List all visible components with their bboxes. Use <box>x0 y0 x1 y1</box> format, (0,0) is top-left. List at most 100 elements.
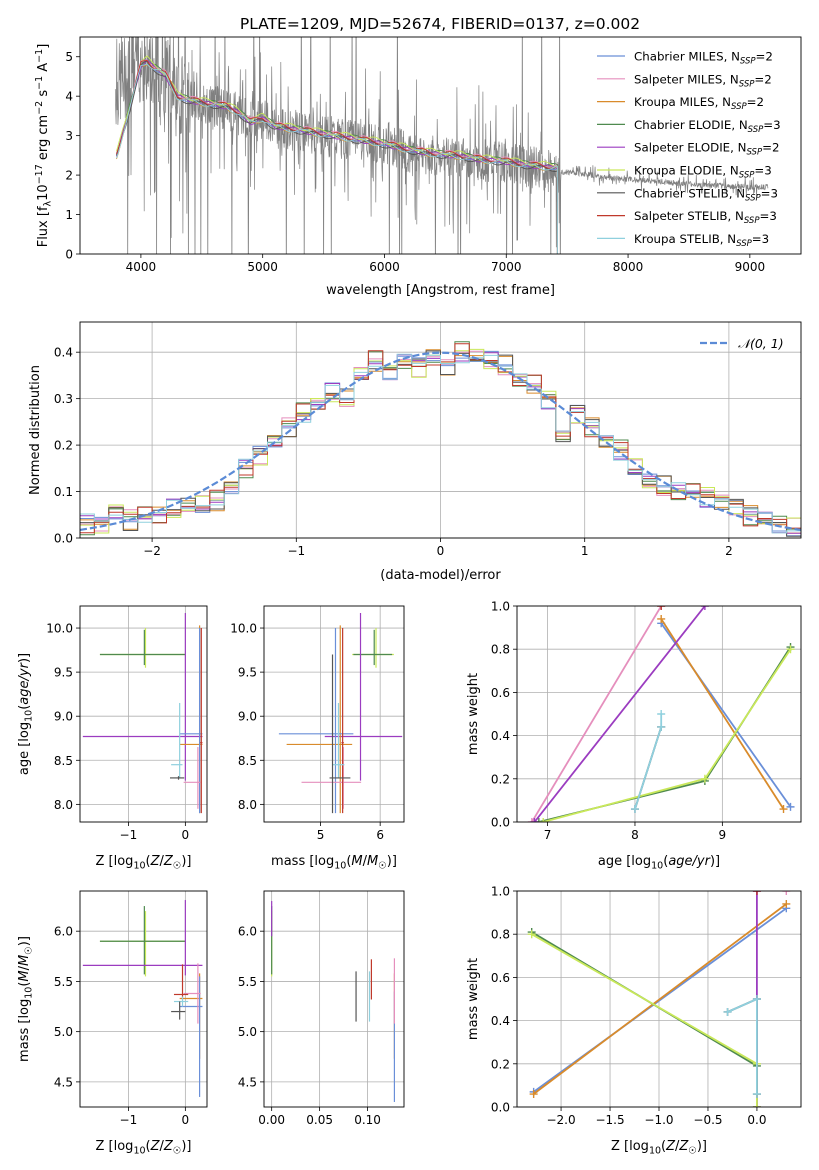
data-point-marker <box>657 710 666 718</box>
data-point-marker <box>657 606 666 610</box>
x-tick-label: 9000 <box>735 260 766 274</box>
y-tick-label: 5 <box>65 50 73 64</box>
x-tick-label: 0 <box>437 544 445 558</box>
y-tick-label: 0.8 <box>491 643 510 657</box>
data-point-marker <box>539 818 548 822</box>
y-tick-label: 0.3 <box>54 392 73 406</box>
data-point-marker <box>657 722 666 731</box>
x-tick-label: 6 <box>376 828 384 842</box>
x-tick-label: 4000 <box>126 260 157 274</box>
data-point-marker <box>782 891 791 895</box>
x-axis-label: mass [log10(M/M☉)] <box>271 854 397 872</box>
y-tick-label: 2 <box>65 169 73 183</box>
x-tick-label: −1 <box>287 544 305 558</box>
y-tick-label: 0.8 <box>491 928 510 942</box>
model-line-salpeter-stelib <box>116 59 558 254</box>
legend-entry: Kroupa ELODIE, NSSP=3 <box>634 164 772 181</box>
axes-frame <box>79 605 208 823</box>
panel-age_vs_Z: −1 0 8.0 8.5 9.0 9.5 10.0 Z [log10(Z/Z☉)] age [l… <box>17 605 208 872</box>
y-tick-label: 9.5 <box>54 666 73 680</box>
x-tick-label: −1.5 <box>595 1113 624 1127</box>
model-line-kroupa-stelib <box>116 63 558 254</box>
errorbar-salpeter-elodie <box>82 613 203 781</box>
y-tick-label: 8.5 <box>238 754 257 768</box>
panel-spectrum: 4000 5000 6000 7000 8000 9000 0 1 2 3 4 5 Chabrier M… <box>34 36 802 298</box>
y-tick-label: 9.5 <box>238 666 257 680</box>
series-line <box>538 646 792 822</box>
x-tick-label: 9 <box>719 828 727 842</box>
x-axis-label: Z [log10(Z/Z☉)] <box>96 1139 192 1157</box>
errorbar-salpeter-stelib <box>341 628 344 814</box>
errorbar-chabrier-stelib <box>329 654 351 814</box>
data-point-marker <box>700 774 709 783</box>
y-axis-label: mass [log10(M/M☉)] <box>17 936 35 1062</box>
x-axis-label: wavelength [Angstrom, rest frame] <box>326 283 555 298</box>
errorbar-chabrier-miles <box>179 628 203 814</box>
data-point-marker <box>529 1090 538 1099</box>
legend-entry: Chabrier ELODIE, NSSP=3 <box>634 118 781 135</box>
errorbar-kroupa-stelib <box>173 996 189 1007</box>
errorbar-kroupa-stelib <box>171 702 183 778</box>
y-tick-label: 0.4 <box>54 346 73 360</box>
errorbar-salpeter-elodie <box>324 613 403 781</box>
series-line <box>727 997 758 1094</box>
y-axis-label: Flux [fλ10−17 erg cm−2 s−1 A−1] <box>34 44 54 248</box>
data-point-marker <box>527 818 536 822</box>
series-chabrier-elodie <box>527 928 761 1107</box>
x-tick-label: 7 <box>544 828 552 842</box>
y-tick-label: 3 <box>65 129 73 143</box>
series-salpeter-stelib <box>657 606 666 610</box>
x-tick-label: 1 <box>581 544 589 558</box>
y-tick-label: 4.5 <box>54 1075 73 1089</box>
y-tick-label: 5.0 <box>54 1025 73 1039</box>
histogram-kroupa-stelib <box>80 353 801 534</box>
errorbar-salpeter-miles <box>183 963 201 1024</box>
x-tick-label: 7000 <box>491 260 522 274</box>
data-point-marker <box>630 805 639 814</box>
errorbar-chabrier-elodie <box>99 629 186 666</box>
axes-frame <box>79 890 208 1108</box>
series-line <box>727 997 758 1094</box>
errorbar-chabrier-stelib <box>169 776 185 780</box>
axes-frame <box>516 605 802 823</box>
errorbar-salpeter-stelib <box>200 628 203 814</box>
y-tick-label: 0.6 <box>491 686 510 700</box>
x-tick-label: 5 <box>317 828 325 842</box>
y-tick-label: 0.0 <box>491 1101 510 1115</box>
data-point-marker <box>786 645 795 654</box>
y-axis-label: age [log10(age/yr)] <box>17 653 35 775</box>
y-tick-label: 0.0 <box>54 532 73 546</box>
figure-title: PLATE=1209, MJD=52674, FIBERID=0137, z=0… <box>240 15 640 33</box>
x-axis-label: Z [log10(Z/Z☉)] <box>611 1139 707 1157</box>
y-tick-label: 8.0 <box>54 798 73 812</box>
data-point-marker <box>779 805 788 814</box>
x-tick-label: −2.0 <box>546 1113 575 1127</box>
x-tick-label: 8 <box>631 828 639 842</box>
legend-entry: Salpeter MILES, NSSP=2 <box>634 72 772 89</box>
axes-frame <box>516 890 802 1108</box>
x-axis-label: Z [log10(Z/Z☉)] <box>96 854 192 872</box>
axes-frame <box>263 605 405 823</box>
data-point-marker <box>786 802 795 811</box>
x-tick-label: 0.05 <box>306 1113 333 1127</box>
data-point-marker <box>752 995 761 1003</box>
legend-entry: Kroupa STELIB, NSSP=3 <box>634 232 769 249</box>
model-line-salpeter-elodie <box>116 60 558 254</box>
series-salpeter-miles <box>527 606 666 822</box>
y-tick-label: 0.2 <box>54 439 73 453</box>
series-kroupa-miles <box>657 614 788 814</box>
y-tick-label: 8.5 <box>54 754 73 768</box>
data-point-marker <box>530 818 539 822</box>
series-chabrier-miles <box>657 619 795 811</box>
axes-frame <box>79 321 802 539</box>
x-axis-label: age [log10(age/yr)] <box>598 854 720 872</box>
series-kroupa-miles <box>529 899 791 1099</box>
data-point-marker <box>657 614 666 623</box>
legend-entry: Chabrier MILES, NSSP=2 <box>634 50 773 67</box>
y-tick-label: 4.5 <box>238 1075 257 1089</box>
errorbar-chabrier-elodie <box>99 906 186 975</box>
series-salpeter-miles <box>782 891 791 895</box>
legend-entry: Salpeter ELODIE, NSSP=2 <box>634 141 779 158</box>
errorbar-kroupa-stelib <box>332 702 345 778</box>
x-tick-label: 0 <box>182 1113 190 1127</box>
